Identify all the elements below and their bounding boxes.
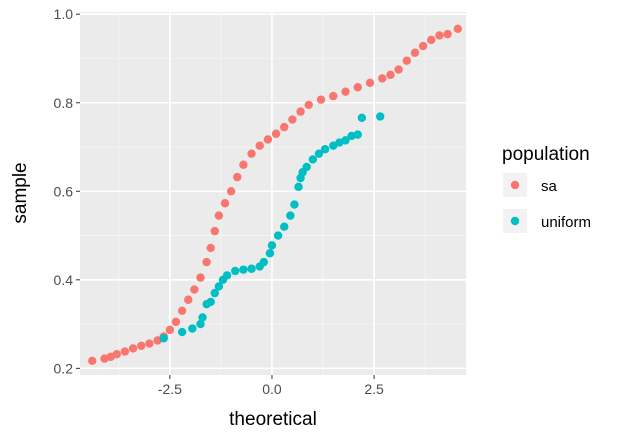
point-sa [171, 317, 181, 327]
point-sa [427, 35, 436, 45]
point-uniform [222, 271, 232, 280]
point-sa [202, 257, 211, 267]
point-sa [88, 356, 97, 366]
point-sa [220, 199, 230, 208]
point-sa [214, 211, 224, 220]
y-axis-ticks: 0.2 0.4 0.6 0.8 1.0 [54, 6, 80, 376]
point-sa [453, 24, 463, 34]
minor-gridlines [80, 12, 466, 375]
point-sa [128, 344, 138, 353]
point-sa [145, 339, 154, 348]
point-uniform [314, 149, 324, 158]
point-sa [341, 87, 350, 96]
x-axis-title: theoretical [229, 409, 317, 430]
legend: population sa uniform [502, 144, 591, 233]
point-uniform [259, 257, 269, 267]
legend-dot-sa [510, 180, 520, 190]
point-sa [112, 349, 121, 359]
point-uniform [159, 334, 168, 343]
point-sa [410, 48, 420, 57]
y-tick-label: 0.4 [54, 272, 74, 288]
point-sa [443, 29, 452, 39]
x-tick-label: 0.0 [262, 381, 282, 397]
y-tick-label: 1.0 [54, 6, 74, 22]
point-uniform [302, 162, 311, 172]
point-sa [137, 341, 146, 350]
point-uniform [265, 249, 275, 258]
point-sa [206, 243, 215, 253]
point-sa [165, 325, 175, 335]
point-uniform [214, 282, 224, 291]
point-uniform [247, 264, 256, 273]
point-uniform [280, 222, 289, 231]
point-uniform [320, 145, 330, 154]
point-uniform [273, 231, 283, 240]
point-sa [329, 91, 338, 101]
major-gridlines [80, 12, 466, 375]
y-tick-label: 0.8 [54, 95, 74, 111]
point-uniform [198, 313, 207, 322]
point-sa [435, 31, 444, 40]
point-sa [394, 65, 403, 74]
point-uniform [341, 136, 350, 145]
point-sa [280, 122, 289, 132]
point-uniform [177, 327, 187, 337]
x-tick-label: 2.5 [364, 381, 384, 397]
point-uniform [357, 113, 367, 123]
legend-label-uniform: uniform [541, 214, 591, 231]
point-sa [402, 56, 411, 65]
point-sa [353, 83, 362, 92]
point-sa [365, 78, 375, 88]
point-uniform [286, 211, 295, 220]
point-sa [255, 141, 264, 150]
point-sa [120, 347, 130, 356]
legend-dot-uniform [510, 216, 520, 226]
legend-label-sa: sa [541, 178, 558, 195]
y-tick-label: 0.6 [54, 183, 74, 199]
point-uniform [231, 266, 240, 276]
y-tick-label: 0.2 [54, 360, 74, 376]
point-sa [196, 273, 205, 282]
point-sa [316, 95, 326, 104]
y-axis-title: sample [10, 162, 31, 223]
plot-panel [80, 12, 466, 375]
point-sa [190, 285, 199, 294]
legend-title: population [502, 144, 590, 165]
point-uniform [376, 112, 385, 121]
point-sa [378, 74, 387, 83]
point-uniform [206, 297, 215, 307]
point-sa [263, 135, 273, 144]
x-tick-label: -2.5 [158, 381, 182, 397]
point-sa [226, 187, 236, 196]
point-uniform [294, 182, 303, 192]
x-axis-ticks: -2.5 0.0 2.5 [158, 375, 384, 397]
point-uniform [353, 130, 362, 139]
point-sa [239, 160, 248, 169]
data-points [88, 24, 463, 366]
point-sa [418, 41, 428, 51]
point-uniform [239, 265, 248, 274]
point-sa [247, 149, 256, 158]
point-sa [296, 107, 305, 116]
point-uniform [188, 324, 197, 333]
point-sa [177, 306, 187, 316]
point-sa [288, 115, 297, 124]
point-sa [386, 70, 395, 80]
point-uniform [290, 200, 299, 209]
point-uniform [308, 155, 318, 164]
point-sa [271, 129, 281, 138]
point-uniform [267, 241, 277, 250]
point-sa [233, 172, 242, 182]
point-uniform [210, 288, 219, 298]
point-sa [210, 226, 219, 236]
point-sa [184, 295, 193, 304]
point-uniform [196, 319, 205, 329]
point-sa [304, 100, 313, 110]
